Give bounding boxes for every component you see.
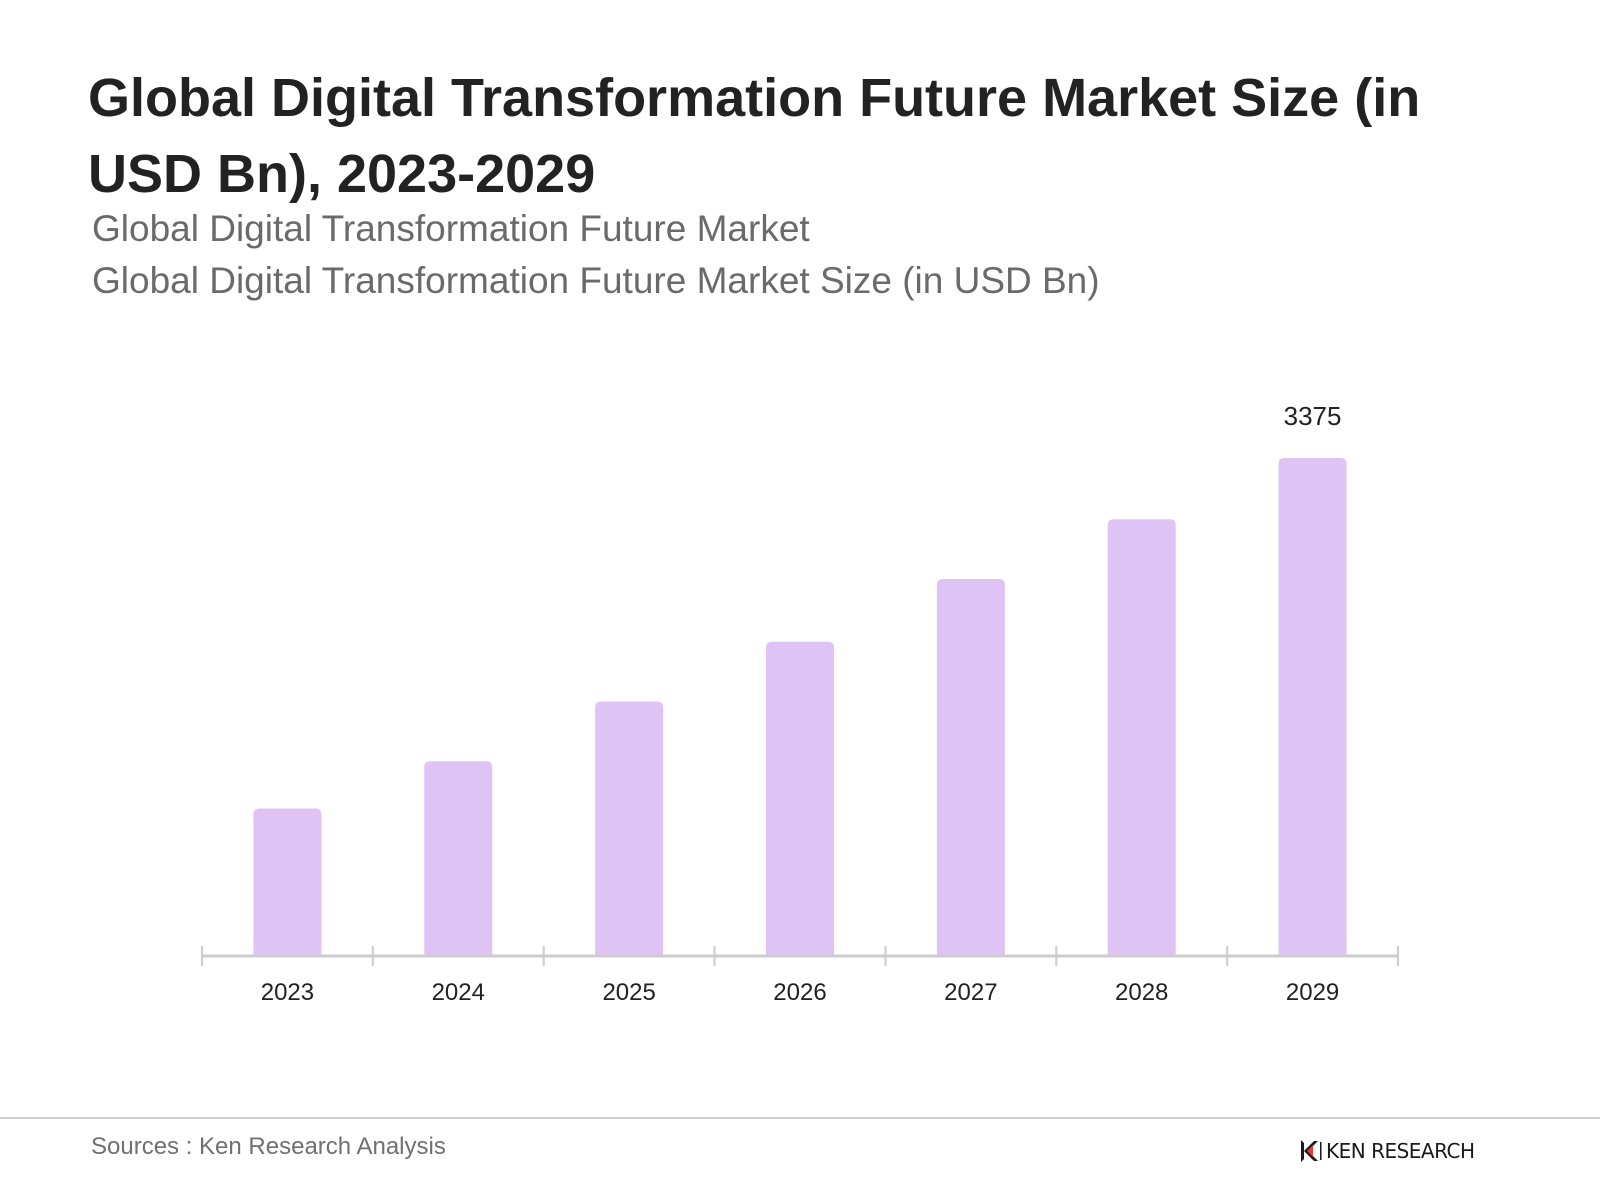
footer-divider — [0, 1117, 1600, 1119]
chart-title: Global Digital Transformation Future Mar… — [88, 68, 1421, 204]
data-label-2029: 3375 — [1284, 401, 1342, 431]
chart-subtitle-size: Global Digital Transformation Future Mar… — [92, 260, 1100, 301]
x-tick-label-2028: 2028 — [1115, 979, 1168, 1006]
bar-2026 — [766, 641, 834, 956]
bar-2025 — [595, 701, 664, 956]
ken-research-logo-icon — [1301, 1140, 1322, 1162]
brand-logo: KEN RESEARCH — [1298, 1138, 1475, 1164]
x-tick-label-2026: 2026 — [773, 979, 826, 1006]
x-tick-label-2027: 2027 — [944, 979, 997, 1006]
bar-2028 — [1107, 519, 1176, 956]
x-tick-label-2025: 2025 — [602, 979, 655, 1006]
bar-chart: 2023 2024 2025 2026 2027 2028 3375 2029 — [201, 401, 1399, 1006]
bar-2023 — [253, 808, 322, 956]
chart-subtitle-market: Global Digital Transformation Future Mar… — [92, 208, 810, 249]
brand-name: KEN RESEARCH — [1326, 1139, 1475, 1163]
bar-2027 — [936, 578, 1005, 956]
x-tick-label-2024: 2024 — [432, 979, 485, 1006]
bar-2029 — [1278, 458, 1347, 956]
x-tick-label-2023: 2023 — [261, 979, 314, 1006]
x-tick-label-2029: 2029 — [1286, 979, 1339, 1006]
bar-2024 — [424, 761, 493, 956]
source-note: Sources : Ken Research Analysis — [91, 1133, 446, 1160]
